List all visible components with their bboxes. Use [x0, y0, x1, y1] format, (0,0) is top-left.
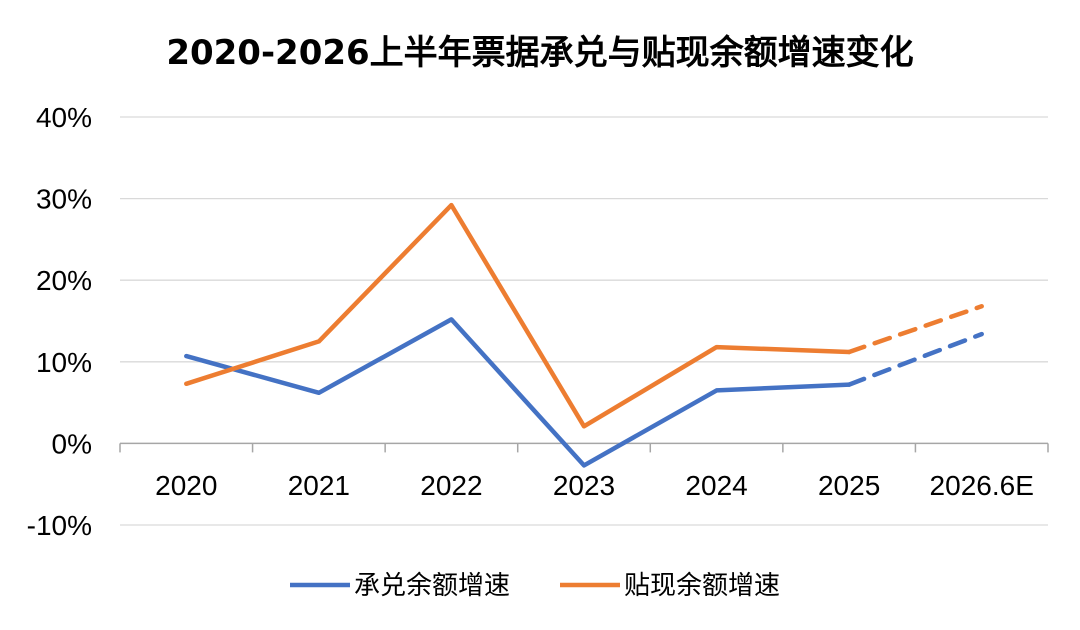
- gridlines: [120, 116, 1048, 526]
- legend-label-2: 贴现余额增速: [624, 571, 780, 601]
- y-tick-label: -10%: [27, 510, 92, 541]
- series-line-2: [184, 202, 852, 429]
- legend-label-1: 承兑余额增速: [354, 571, 510, 601]
- x-tick-label: 2023: [553, 470, 615, 501]
- x-tick-label: 2025: [818, 470, 880, 501]
- x-axis-ticks: 2020 2021 2022 2023 2024 2025 2026.6E: [155, 470, 1034, 501]
- x-axis: [119, 442, 1049, 453]
- series-lines: [184, 202, 984, 468]
- y-tick-label: 0%: [52, 428, 92, 459]
- x-tick-label: 2024: [685, 470, 747, 501]
- legend: 承兑余额增速 贴现余额增速: [290, 571, 780, 601]
- x-tick-label: 2021: [288, 470, 350, 501]
- y-axis-ticks: 40% 30% 20% 10% 0% -10%: [27, 102, 92, 541]
- series-line-1-projection: [846, 331, 984, 387]
- x-tick-label: 2022: [420, 470, 482, 501]
- y-tick-label: 10%: [36, 347, 92, 378]
- series-line-2-projection: [846, 304, 984, 355]
- y-tick-label: 40%: [36, 102, 92, 133]
- y-tick-label: 20%: [36, 265, 92, 296]
- chart-title: 2020-2026上半年票据承兑与贴现余额增速变化: [166, 33, 913, 73]
- x-tick-label: 2020: [155, 470, 217, 501]
- y-tick-label: 30%: [36, 184, 92, 215]
- series-line-1: [184, 317, 852, 468]
- x-tick-label: 2026.6E: [930, 470, 1034, 501]
